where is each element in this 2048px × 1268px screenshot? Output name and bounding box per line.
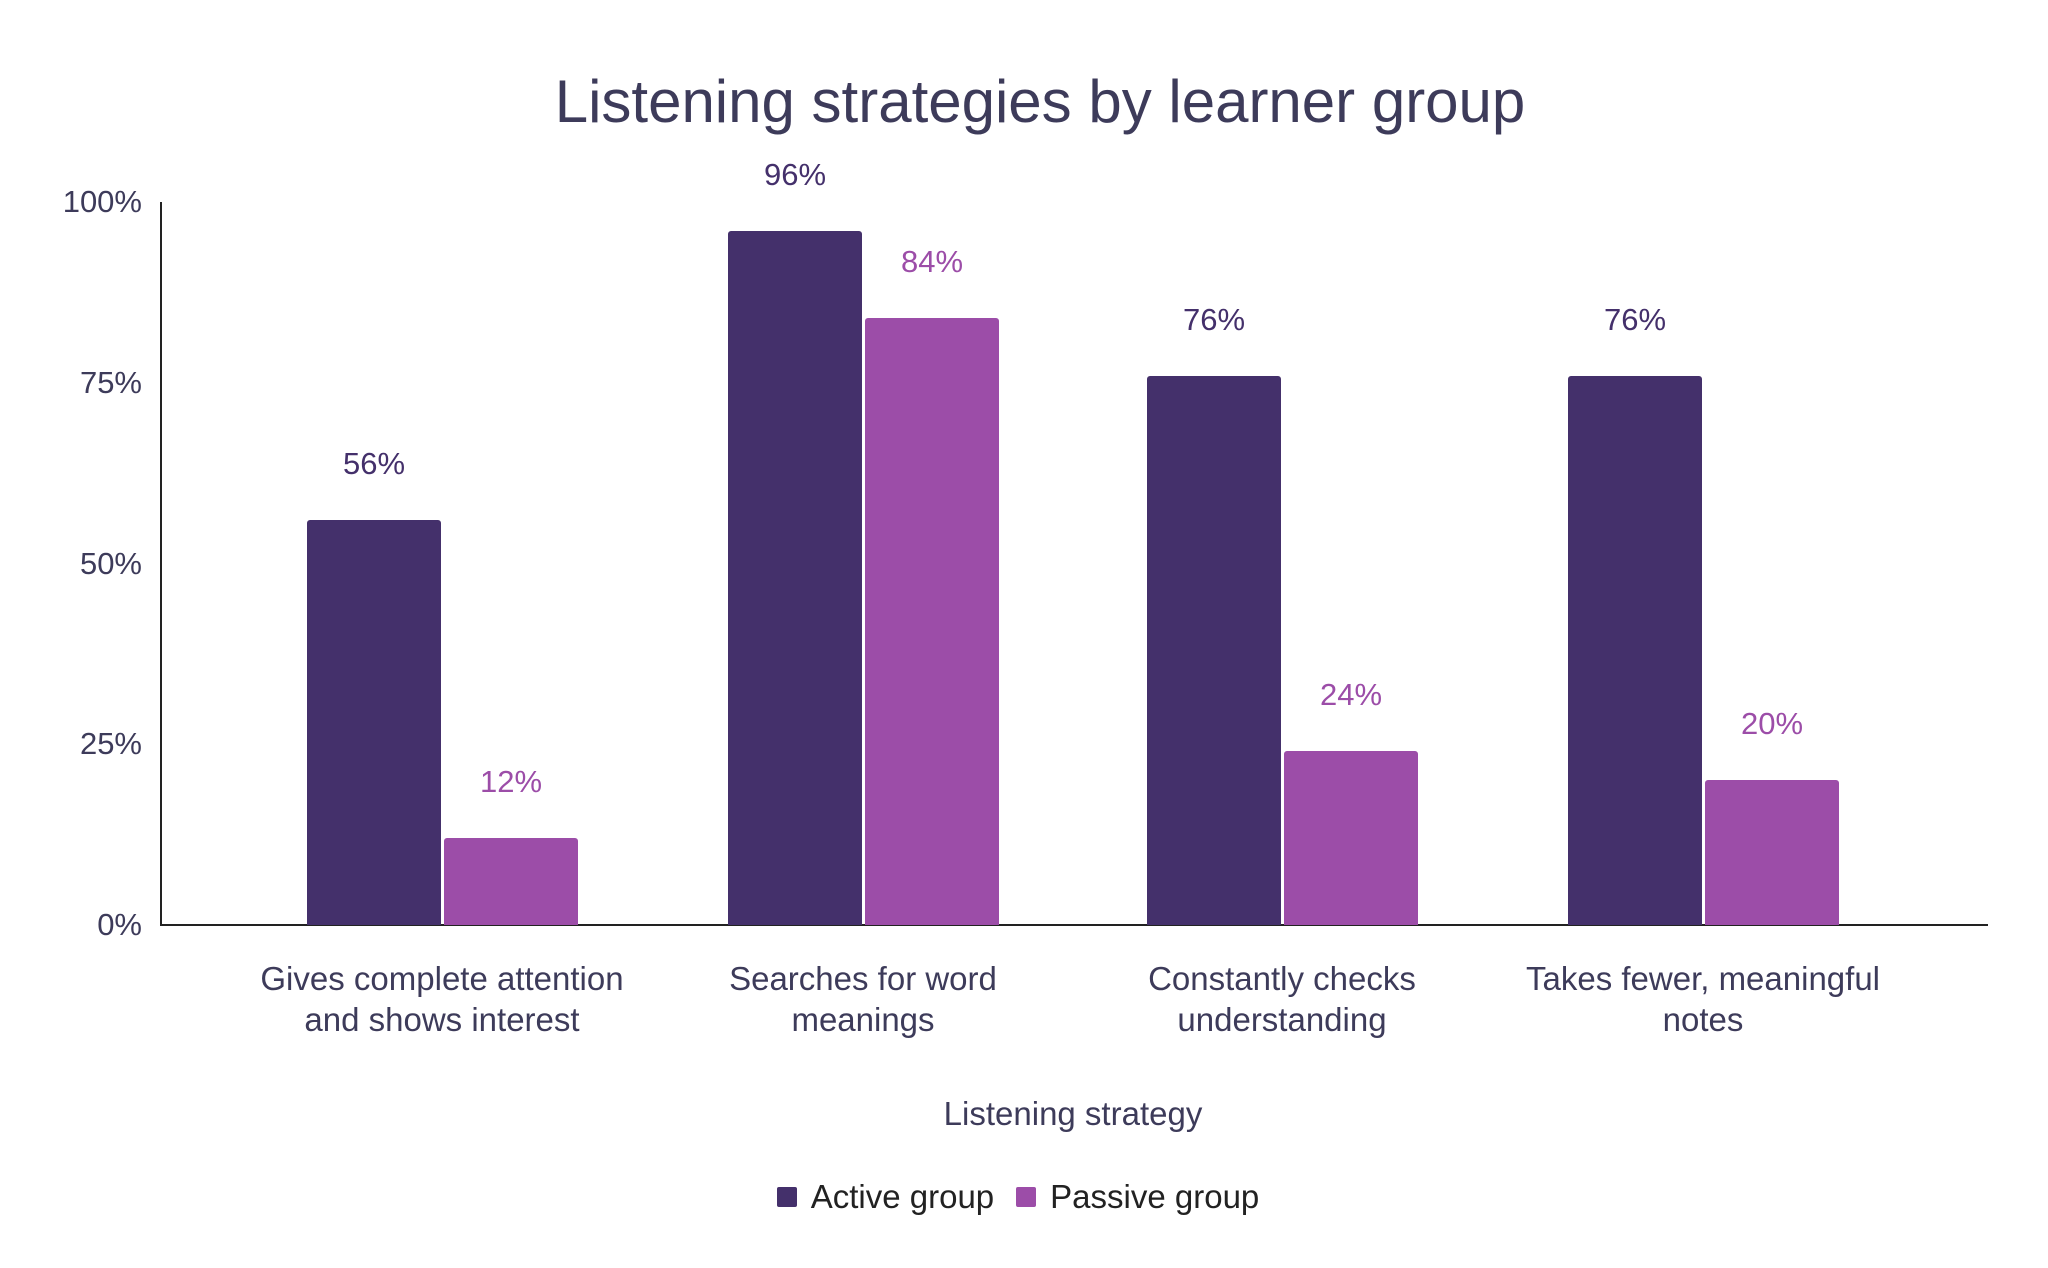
data-label-passive: 24% xyxy=(1319,677,1383,713)
category-label: Gives complete attention and shows inter… xyxy=(260,960,624,1038)
data-label-passive: 20% xyxy=(1740,706,1804,742)
data-label-active: 76% xyxy=(1603,301,1667,337)
bar-active xyxy=(307,520,441,925)
y-tick-label: 25% xyxy=(79,726,142,762)
bar-passive xyxy=(1284,751,1418,925)
legend-item-active: Active group xyxy=(776,1178,995,1216)
y-tick-label: 0% xyxy=(97,907,142,942)
bar-passive xyxy=(444,838,578,925)
category-label: Constantly checks understanding xyxy=(1148,960,1416,1038)
legend-item-passive: Passive group xyxy=(1016,1178,1259,1216)
x-axis-line xyxy=(160,924,1988,926)
data-label-active: 96% xyxy=(763,156,827,192)
chart-title: Listening strategies by learner group xyxy=(554,68,1526,135)
y-axis-line xyxy=(160,202,162,926)
data-label-active: 56% xyxy=(342,446,406,482)
data-label-active: 76% xyxy=(1182,301,1246,337)
category-label: Searches for word meanings xyxy=(729,960,997,1038)
y-tick-label: 50% xyxy=(79,545,142,581)
category-label: Takes fewer, meaningful notes xyxy=(1525,960,1881,1038)
legend-swatch-passive xyxy=(1016,1187,1037,1207)
legend-swatch-active xyxy=(776,1187,797,1207)
x-axis-title: Listening strategy xyxy=(943,1095,1203,1132)
legend-label-active: Active group xyxy=(810,1178,995,1215)
data-label-passive: 84% xyxy=(900,243,964,279)
bar-active xyxy=(1147,375,1281,925)
data-label-passive: 12% xyxy=(479,764,543,800)
bar-passive xyxy=(865,317,999,925)
y-tick-label: 100% xyxy=(62,184,142,219)
legend-label-passive: Passive group xyxy=(1050,1178,1260,1215)
bar-passive xyxy=(1705,780,1839,925)
legend: Active group Passive group xyxy=(0,1178,2036,1216)
bar-active xyxy=(1568,375,1702,925)
y-tick-label: 75% xyxy=(79,364,142,400)
bar-active xyxy=(728,230,862,925)
